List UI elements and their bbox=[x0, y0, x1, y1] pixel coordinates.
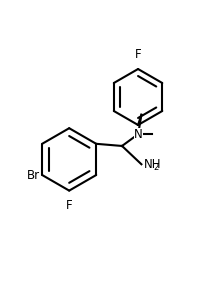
Text: 2: 2 bbox=[153, 163, 158, 172]
Text: Br: Br bbox=[27, 168, 40, 182]
Text: F: F bbox=[66, 199, 73, 212]
Text: F: F bbox=[135, 48, 141, 62]
Text: NH: NH bbox=[144, 158, 161, 171]
Text: N: N bbox=[134, 128, 143, 141]
